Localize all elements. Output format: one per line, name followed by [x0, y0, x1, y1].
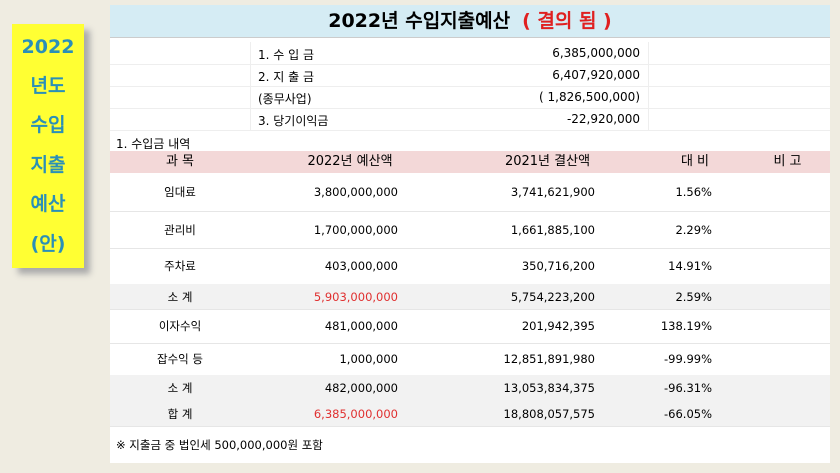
- column-header: 비 고: [773, 154, 802, 169]
- table-cell: 소 계: [167, 289, 193, 304]
- table-cell: 이자수익: [158, 319, 202, 333]
- side-line: 예산: [30, 193, 66, 216]
- table-cell: 잡수익 등: [157, 352, 203, 366]
- table-cell: 201,942,395: [521, 319, 595, 333]
- summary-label: 2. 지 출 금: [258, 70, 315, 84]
- table-cell: 138.19%: [660, 319, 712, 333]
- column-header: 과 목: [165, 154, 195, 169]
- summary-value: 6,385,000,000: [552, 46, 640, 60]
- table-row: 잡수익 등 1,000,000 12,851,891,980 -99.99%: [110, 343, 830, 376]
- table-cell: 1,661,885,100: [510, 222, 595, 237]
- summary-row: 2. 지 출 금 6,407,920,000: [110, 64, 830, 87]
- table-cell: 1,000,000: [339, 352, 398, 366]
- section-title: 1. 수입금 내역: [116, 137, 191, 151]
- status: ( 결의 됨 ): [522, 10, 612, 32]
- side-line: 수입: [30, 114, 66, 137]
- summary-value: ( 1,826,500,000): [539, 90, 640, 104]
- column-header: 2022년 예산액: [307, 154, 393, 169]
- summary-value: 6,407,920,000: [552, 68, 640, 82]
- table-cell: 임대료: [164, 185, 196, 199]
- table-cell: 6,385,000,000: [313, 406, 398, 421]
- table-cell: 482,000,000: [324, 381, 398, 395]
- table-cell: 403,000,000: [324, 259, 398, 273]
- table-cell: -96.31%: [664, 381, 712, 395]
- table-row: 임대료 3,800,000,000 3,741,621,900 1.56%: [110, 173, 830, 212]
- side-line: 2022: [21, 36, 75, 59]
- footnote: ※ 지출금 중 법인세 500,000,000원 포함: [116, 438, 323, 452]
- summary-label: (종무사업): [258, 92, 312, 106]
- budget-panel: 2022년 수입지출예산 ( 결의 됨 ) 1. 수입금 내역 과 목 2022년 …: [110, 5, 830, 463]
- table-cell: 관리비: [164, 222, 196, 237]
- table-cell: 5,903,000,000: [313, 289, 398, 304]
- table-cell: -66.05%: [664, 406, 712, 421]
- table-row: 이자수익 481,000,000 201,942,395 138.19%: [110, 309, 830, 344]
- table-row: 소 계 5,903,000,000 5,754,223,200 2.59%: [110, 284, 830, 310]
- table-cell: 1,700,000,000: [313, 222, 398, 237]
- table-cell: 13,053,834,375: [503, 381, 595, 395]
- table-cell: 2.59%: [675, 289, 712, 304]
- table-cell: 합 계: [167, 406, 193, 421]
- summary-label: 1. 수 입 금: [258, 48, 315, 62]
- table-cell: 481,000,000: [324, 319, 398, 333]
- table-cell: 소 계: [167, 381, 193, 395]
- table-cell: 2.29%: [675, 222, 712, 237]
- side-line: (안): [30, 232, 66, 255]
- title-bar: 2022년 수입지출예산 ( 결의 됨 ): [110, 5, 830, 38]
- summary-row: 1. 수 입 금 6,385,000,000: [110, 42, 830, 65]
- table-cell: 1.56%: [675, 185, 712, 199]
- table-row: 소 계 482,000,000 13,053,834,375 -96.31%: [110, 375, 830, 402]
- table-cell: 12,851,891,980: [503, 352, 595, 366]
- table-row: 관리비 1,700,000,000 1,661,885,100 2.29%: [110, 211, 830, 249]
- table-cell: 3,800,000,000: [313, 185, 398, 199]
- summary-row: (종무사업) ( 1,826,500,000): [110, 86, 830, 109]
- side-line: 년도: [30, 74, 66, 97]
- table-row: 주차료 403,000,000 350,716,200 14.91%: [110, 248, 830, 285]
- table-cell: 18,808,057,575: [503, 406, 595, 421]
- summary-value: -22,920,000: [566, 112, 640, 126]
- column-header: 2021년 결산액: [504, 154, 591, 169]
- column-header: 대 비: [680, 154, 710, 169]
- table-header: 과 목 2022년 예산액 2021년 결산액 대 비 비 고: [110, 151, 830, 173]
- table-cell: -99.99%: [664, 352, 712, 366]
- table-row: 합 계 6,385,000,000 18,808,057,575 -66.05%: [110, 401, 830, 427]
- summary-row: 3. 당기이익금 -22,920,000: [110, 108, 830, 131]
- table-cell: 3,741,621,900: [510, 185, 595, 199]
- table-cell: 주차료: [164, 259, 196, 273]
- table-cell: 350,716,200: [521, 259, 595, 273]
- table-cell: 14.91%: [668, 259, 712, 273]
- side-line: 지출: [30, 153, 66, 176]
- table-cell: 5,754,223,200: [510, 289, 595, 304]
- summary-label: 3. 당기이익금: [258, 114, 329, 128]
- title: 2022년 수입지출예산: [328, 10, 511, 32]
